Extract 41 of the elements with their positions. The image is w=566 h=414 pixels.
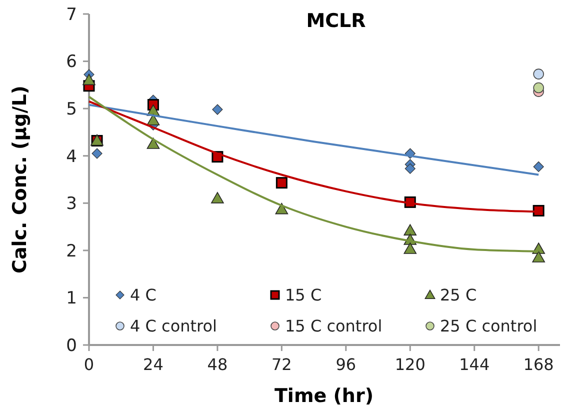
point <box>404 163 416 174</box>
y-tick-label: 7 <box>66 4 77 25</box>
y-tick-label: 0 <box>66 336 77 356</box>
line-series <box>88 104 540 176</box>
x-tick-label: 144 <box>459 355 490 374</box>
x-tick-label: 96 <box>336 355 356 374</box>
y-tick-label: 5 <box>66 100 77 120</box>
point <box>212 104 223 115</box>
point <box>211 192 224 204</box>
x-axis-title: Time (hr) <box>274 385 374 407</box>
y-tick-label: 3 <box>66 194 77 214</box>
legend-label: 4 C control <box>130 316 217 336</box>
legend-label: 15 C <box>285 286 322 305</box>
legend-label: 4 C <box>130 286 156 305</box>
x-tick-label: 72 <box>272 355 292 374</box>
point <box>92 148 102 159</box>
point <box>533 82 544 94</box>
x-tick-label: 0 <box>84 355 94 374</box>
y-tick-label: 6 <box>66 52 77 72</box>
point <box>532 251 545 262</box>
legend-label: 25 C <box>440 286 477 305</box>
y-tick-label: 2 <box>66 241 77 262</box>
point <box>276 177 288 189</box>
y-axis-title: Calc. Conc. (µg/L) <box>9 86 31 274</box>
point <box>533 161 544 172</box>
x-tick-label: 120 <box>394 355 426 374</box>
point <box>404 224 417 236</box>
y-tick-label: 1 <box>66 288 77 309</box>
point <box>404 242 417 254</box>
chart-title: MCLR <box>306 10 366 32</box>
legend-label: 15 C control <box>285 316 382 336</box>
point <box>82 74 96 86</box>
point <box>146 138 160 149</box>
point <box>533 68 544 80</box>
x-tick-label: 24 <box>143 355 164 374</box>
point <box>146 114 160 126</box>
point <box>532 204 544 216</box>
legend-label: 25 C control <box>440 316 538 336</box>
x-tick-label: 48 <box>207 355 228 374</box>
x-tick-label: 168 <box>523 355 554 374</box>
y-tick-label: 4 <box>66 146 77 167</box>
